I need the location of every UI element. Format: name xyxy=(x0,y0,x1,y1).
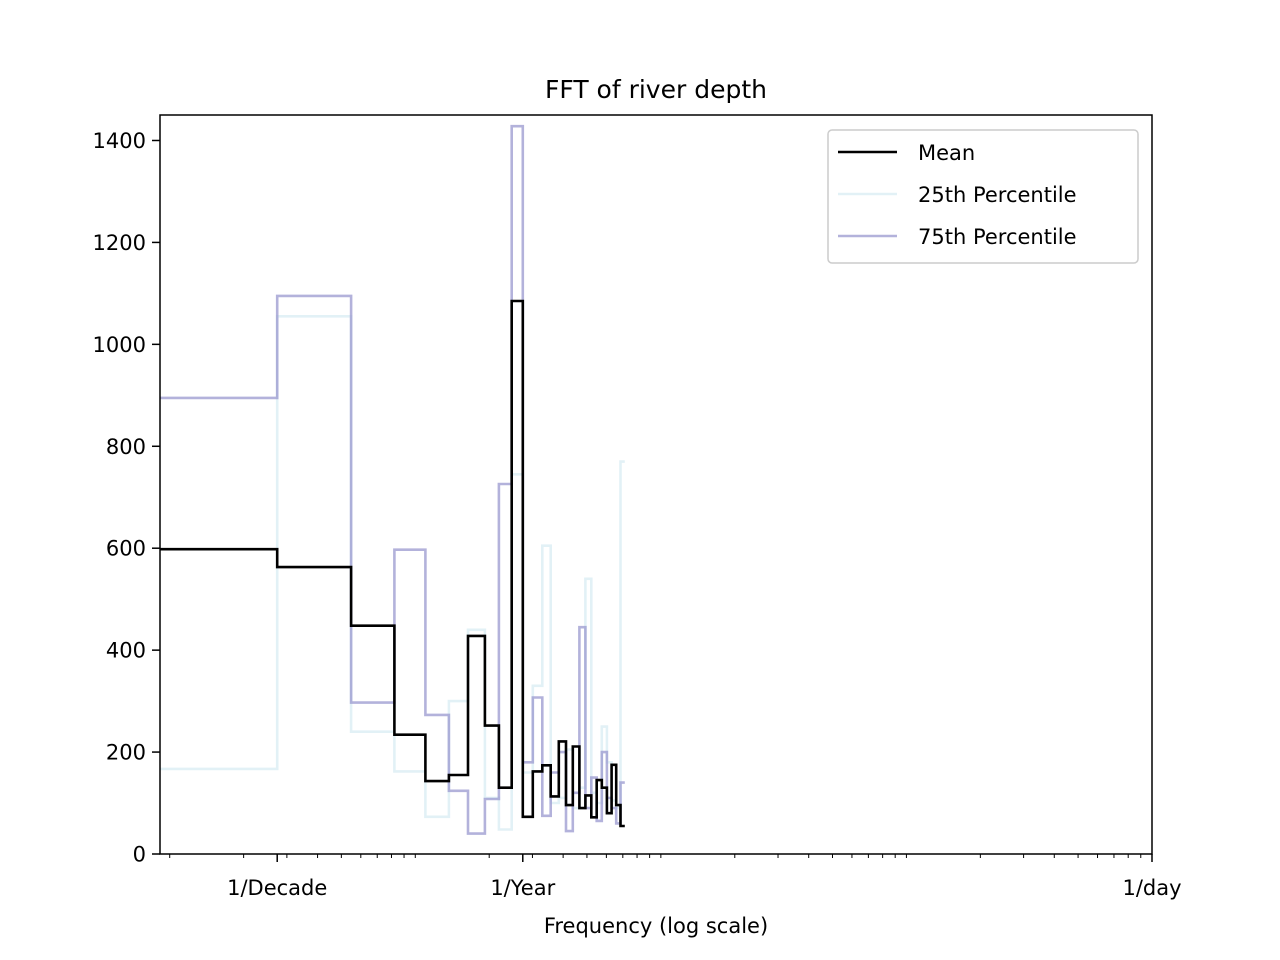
legend: Mean 25th Percentile 75th Percentile xyxy=(827,129,1139,264)
legend-label-25th-percentile: 25th Percentile xyxy=(918,183,1077,207)
y-tick-label-0: 0 xyxy=(133,843,146,867)
legend-label-mean: Mean xyxy=(918,141,975,165)
x-tick-label-1-decade: 1/Decade xyxy=(227,876,327,900)
y-tick-label-600: 600 xyxy=(106,537,146,561)
series-line-25th-percentile xyxy=(160,315,625,831)
x-axis: 1/Decade 1/Year 1/day xyxy=(169,854,1182,900)
y-tick-label-1400: 1400 xyxy=(93,129,146,153)
y-tick-label-400: 400 xyxy=(106,639,146,663)
legend-box xyxy=(827,129,1139,264)
x-axis-label: Frequency (log scale) xyxy=(544,914,768,938)
y-axis: 0 200 400 600 800 1000 1200 1400 xyxy=(93,129,160,867)
x-tick-label-1-day: 1/day xyxy=(1122,876,1181,900)
y-tick-label-1000: 1000 xyxy=(93,333,146,357)
series-layer xyxy=(160,124,625,835)
x-tick-label-1-year: 1/Year xyxy=(490,876,555,900)
y-tick-label-1200: 1200 xyxy=(93,231,146,255)
chart-title: FFT of river depth xyxy=(545,75,767,104)
legend-label-75th-percentile: 75th Percentile xyxy=(918,225,1077,249)
series-line-mean xyxy=(160,299,625,828)
y-tick-label-800: 800 xyxy=(106,435,146,459)
y-tick-label-200: 200 xyxy=(106,741,146,765)
plot-frame xyxy=(159,114,1153,855)
